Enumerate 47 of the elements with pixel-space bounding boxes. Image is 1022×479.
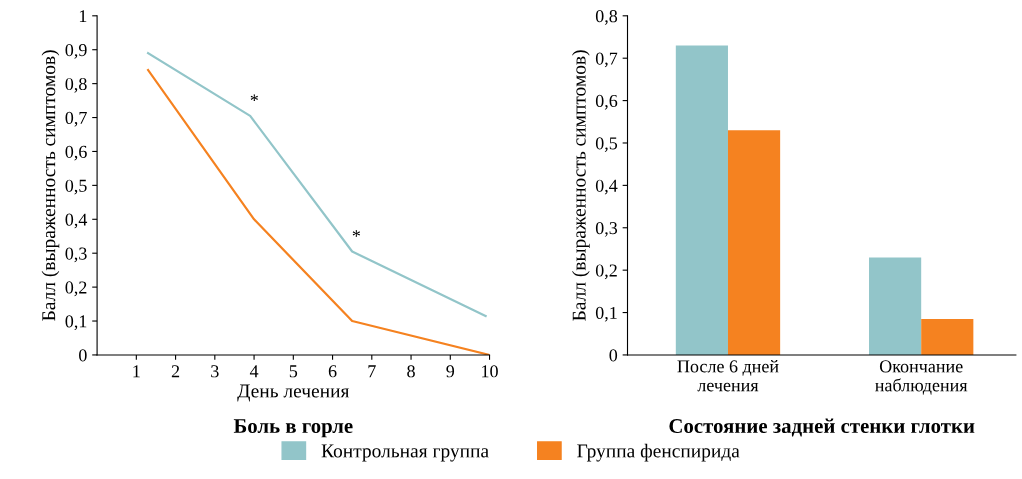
bar xyxy=(869,257,922,355)
bar xyxy=(921,318,974,355)
x-tick-label: 3 xyxy=(211,365,219,378)
x-tick-label: 10 xyxy=(482,365,498,378)
y-tick-label: 0,8 xyxy=(595,10,618,25)
y-tick-label: 0,1 xyxy=(595,306,617,322)
y-tick-label: 0,4 xyxy=(595,179,618,195)
line-series xyxy=(147,52,487,318)
legend-label: Контрольная группа xyxy=(321,444,489,462)
y-tick-label: 0,2 xyxy=(595,264,617,280)
y-tick-label: 0,1 xyxy=(65,315,87,331)
x-tick-label: 5 xyxy=(289,365,298,378)
x-tick-label: 7 xyxy=(368,365,376,378)
bar xyxy=(675,45,728,355)
annotation: * xyxy=(250,94,258,102)
y-tick-label: 0,6 xyxy=(595,94,618,110)
y-tick-label: 0 xyxy=(79,349,87,362)
annotation: * xyxy=(352,230,360,237)
y-tick-label: 0,4 xyxy=(65,213,88,229)
x-tick-label: 6 xyxy=(328,365,337,378)
x-axis-title: День лечения xyxy=(237,384,350,402)
x-tick-label: Окончание наблюдения xyxy=(875,360,968,395)
x-tick-label: 8 xyxy=(407,365,415,378)
x-tick-label: После 6 дней лечения xyxy=(677,359,779,392)
text: Состояние задней стенки глотки xyxy=(669,418,975,437)
text: Боль в горле xyxy=(233,419,353,438)
x-tick-label: 1 xyxy=(133,365,140,378)
y-tick-label: 0,7 xyxy=(65,111,87,127)
y-tick-label: 0,5 xyxy=(595,137,618,153)
x-tick-label: 4 xyxy=(249,365,259,378)
line-series xyxy=(147,68,490,355)
y-tick-label: 0,8 xyxy=(65,77,87,93)
y-tick-label: 0,3 xyxy=(595,222,618,237)
legend-label: Группа фенспирида xyxy=(577,443,740,462)
y-tick-label: 0 xyxy=(609,349,618,362)
bar xyxy=(727,130,781,355)
y-tick-label: 1 xyxy=(79,10,87,23)
x-tick-label: 2 xyxy=(171,365,180,378)
x-tick-label: 9 xyxy=(446,365,455,378)
y-tick-label: 0,5 xyxy=(65,179,87,195)
y-tick-label: 0,6 xyxy=(65,145,87,161)
y-tick-label: 0,2 xyxy=(65,281,87,297)
y-tick-label: 0,3 xyxy=(65,247,87,263)
y-axis-title: Балл (выраженность симптомов) xyxy=(41,50,60,321)
y-tick-label: 0,7 xyxy=(595,52,618,68)
y-tick-label: 0,9 xyxy=(65,43,87,59)
y-axis-title: Балл (выраженность симптомов) xyxy=(572,50,590,321)
